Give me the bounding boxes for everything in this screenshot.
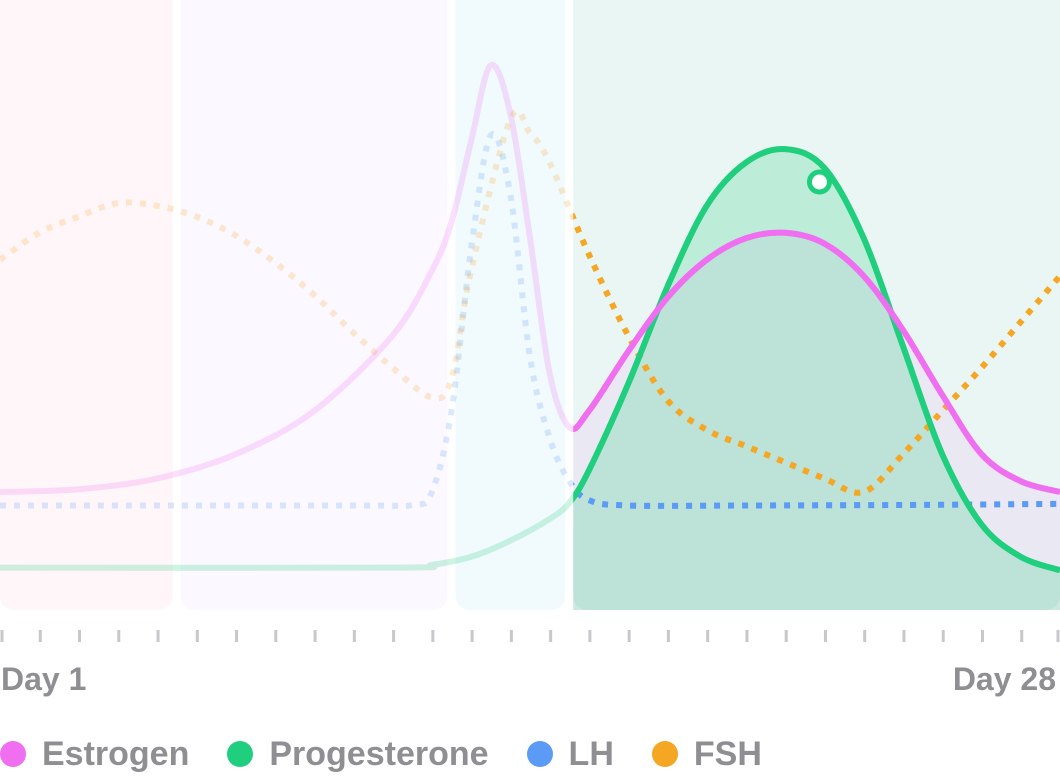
phase-bands <box>0 0 1060 610</box>
series-line-faded-fsh <box>0 107 1060 496</box>
legend-dot-progesterone <box>227 741 254 767</box>
series-line-progesterone <box>573 146 1060 574</box>
legend-label-estrogen: Estrogen <box>42 734 190 773</box>
legend-item-lh[interactable]: LH <box>526 734 614 774</box>
legend-item-estrogen[interactable]: Estrogen <box>0 735 189 774</box>
phase-band-2 <box>180 0 448 610</box>
markers <box>806 169 832 195</box>
series-fills <box>573 149 1060 610</box>
legend-dot-fsh <box>651 741 678 767</box>
legend-label-progesterone: Progesterone <box>269 734 489 773</box>
legend-item-fsh[interactable]: FSH <box>651 734 762 774</box>
series-fill-progesterone <box>573 149 1060 610</box>
series-marker-progesterone[interactable] <box>806 169 832 195</box>
legend-dot-estrogen <box>0 741 26 767</box>
series-line-estrogen <box>573 229 1060 495</box>
legend: Estrogen Progesterone LH FSH <box>0 730 800 778</box>
x-axis-start-label: Day 1 <box>1 661 86 697</box>
phase-band-1 <box>0 0 173 610</box>
legend-label-fsh: FSH <box>693 734 762 773</box>
legend-dot-lh <box>526 741 553 767</box>
series-line-faded-lh <box>0 131 1060 510</box>
series-fill-estrogen <box>573 232 1060 610</box>
x-axis-ticks <box>0 630 1060 642</box>
hormone-chart: Day 1 Day 28 <box>0 0 1060 697</box>
x-axis-end-label: Day 28 <box>953 661 1056 697</box>
legend-label-lh: LH <box>568 734 614 773</box>
series-lines <box>0 62 1060 574</box>
phase-band-3 <box>455 0 566 610</box>
phase-band-4 <box>573 0 1060 610</box>
legend-item-progesterone[interactable]: Progesterone <box>227 734 489 774</box>
